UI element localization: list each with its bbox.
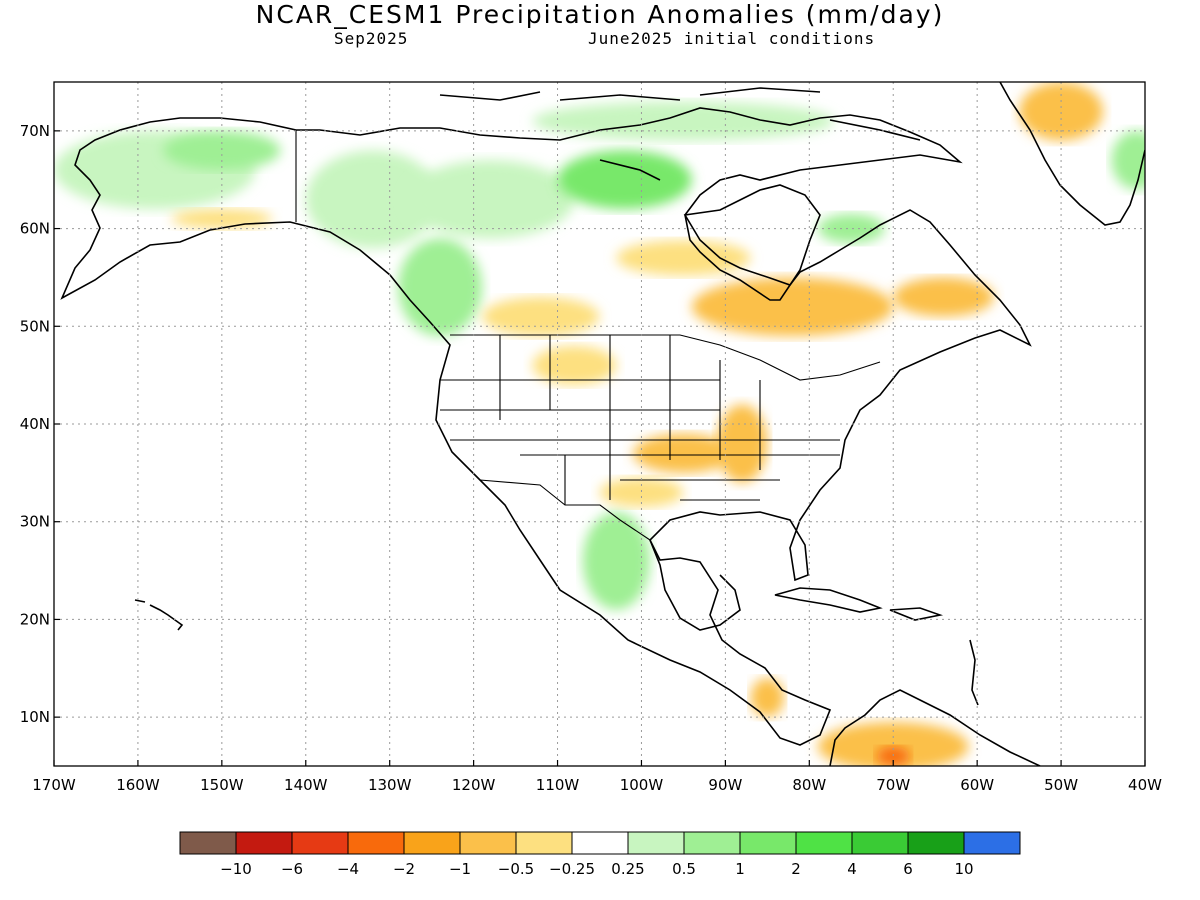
coastlines: [60, 82, 1145, 766]
initial-conditions: June2025 initial conditions: [588, 29, 876, 48]
longitude-label: 60W: [960, 776, 994, 794]
colorbar-label: −1: [449, 860, 471, 878]
anomaly-region: [817, 722, 969, 766]
latitude-label: 60N: [20, 220, 50, 238]
south-america-coast: [829, 689, 1041, 766]
colorbar-swatch: [571, 831, 629, 855]
colorbar-label: 1: [735, 860, 745, 878]
colorbar-label: 10: [954, 860, 973, 878]
anomaly-field: [54, 82, 1145, 766]
forecast-month: Sep2025: [334, 29, 409, 48]
anomaly-region: [582, 511, 650, 610]
anomaly-region: [1111, 130, 1145, 190]
longitude-label: 170W: [32, 776, 76, 794]
chart-title: NCAR_CESM1 Precipitation Anomalies (mm/d…: [255, 0, 945, 29]
latitude-label: 20N: [20, 610, 50, 628]
colorbar-label: 4: [847, 860, 857, 878]
anomaly-region: [750, 678, 785, 718]
anomaly-region: [876, 746, 911, 766]
colorbar-swatch: [963, 831, 1021, 855]
longitude-label: 90W: [708, 776, 742, 794]
colorbar-label: −6: [281, 860, 303, 878]
lesser-antilles: [969, 639, 979, 706]
colorbar-swatch: [291, 831, 349, 855]
greenland-coast: [999, 82, 1145, 226]
hudson-bay-coast: [683, 184, 821, 286]
longitude-label: 100W: [620, 776, 664, 794]
longitude-label: 120W: [452, 776, 496, 794]
anomaly-region: [599, 477, 684, 508]
latitude-label: 50N: [20, 317, 50, 335]
colorbar-label: 0.5: [672, 860, 696, 878]
anomaly-region: [817, 213, 885, 244]
longitude-label: 40W: [1128, 776, 1162, 794]
colorbar: [179, 831, 1021, 855]
anomaly-region: [171, 209, 273, 229]
anomaly-region: [398, 238, 483, 337]
north-america-coast: [60, 107, 1032, 746]
colorbar-swatch: [235, 831, 293, 855]
longitude-label: 80W: [792, 776, 826, 794]
arctic-islands: [439, 87, 921, 181]
anomaly-region: [633, 433, 734, 473]
gulf-coast: [649, 539, 741, 631]
cuba: [774, 587, 883, 613]
us-state-lines: [440, 335, 840, 505]
anomaly-region: [163, 130, 281, 170]
anomaly-region: [716, 404, 768, 483]
longitude-label: 150W: [200, 776, 244, 794]
latitude-label: 10N: [20, 708, 50, 726]
colorbar-label: −4: [337, 860, 359, 878]
colorbar-swatch: [459, 831, 517, 855]
colorbar-swatch: [851, 831, 909, 855]
longitude-label: 110W: [536, 776, 580, 794]
colorbar-label: 0.25: [611, 860, 644, 878]
longitude-label: 70W: [876, 776, 910, 794]
hawaii: [134, 599, 184, 631]
anomaly-region: [893, 277, 994, 317]
colorbar-swatch: [515, 831, 573, 855]
colorbar-label: −10: [220, 860, 252, 878]
anomaly-region: [406, 160, 575, 239]
anomaly-region: [482, 296, 600, 337]
latitude-labels: 10N 20N 30N 40N 50N 60N 70N: [20, 122, 50, 726]
latitude-label: 30N: [20, 513, 50, 531]
colorbar-label: 6: [903, 860, 913, 878]
anomaly-region: [616, 240, 751, 276]
colorbar-label: −2: [393, 860, 415, 878]
latitude-label: 40N: [20, 415, 50, 433]
colorbar-swatch: [627, 831, 685, 855]
colorbar-swatch: [795, 831, 853, 855]
grid-lines: [54, 82, 1145, 766]
anomaly-region: [532, 345, 617, 385]
latitude-label: 70N: [20, 122, 50, 140]
colorbar-label: −0.5: [498, 860, 534, 878]
colorbar-swatch: [683, 831, 741, 855]
longitude-label: 160W: [116, 776, 160, 794]
colorbar-swatch: [403, 831, 461, 855]
colorbar-swatch: [347, 831, 405, 855]
longitude-label: 140W: [284, 776, 328, 794]
longitude-label: 50W: [1044, 776, 1078, 794]
anomaly-region: [691, 277, 894, 337]
hispaniola: [889, 607, 944, 621]
anomaly-region: [1019, 82, 1104, 141]
colorbar-swatch: [739, 831, 797, 855]
axis-ticks: [53, 130, 1146, 766]
longitude-label: 130W: [368, 776, 412, 794]
colorbar-swatch: [907, 831, 965, 855]
colorbar-label: −0.25: [549, 860, 595, 878]
longitude-labels: 170W 160W 150W 140W 130W 120W 110W 100W 90W 80W 70…: [32, 776, 1162, 794]
political-borders: [295, 130, 881, 541]
colorbar-labels: −10 −6 −4 −2 −1 −0.5 −0.25 0.25 0.5 1 2 4 6 10: [220, 860, 973, 878]
us-canada-border: [450, 334, 881, 381]
colorbar-label: 2: [791, 860, 801, 878]
anomaly-region: [305, 150, 441, 249]
anomaly-region: [557, 150, 692, 210]
colorbar-swatch: [179, 831, 237, 855]
us-mexico-border: [479, 479, 651, 541]
